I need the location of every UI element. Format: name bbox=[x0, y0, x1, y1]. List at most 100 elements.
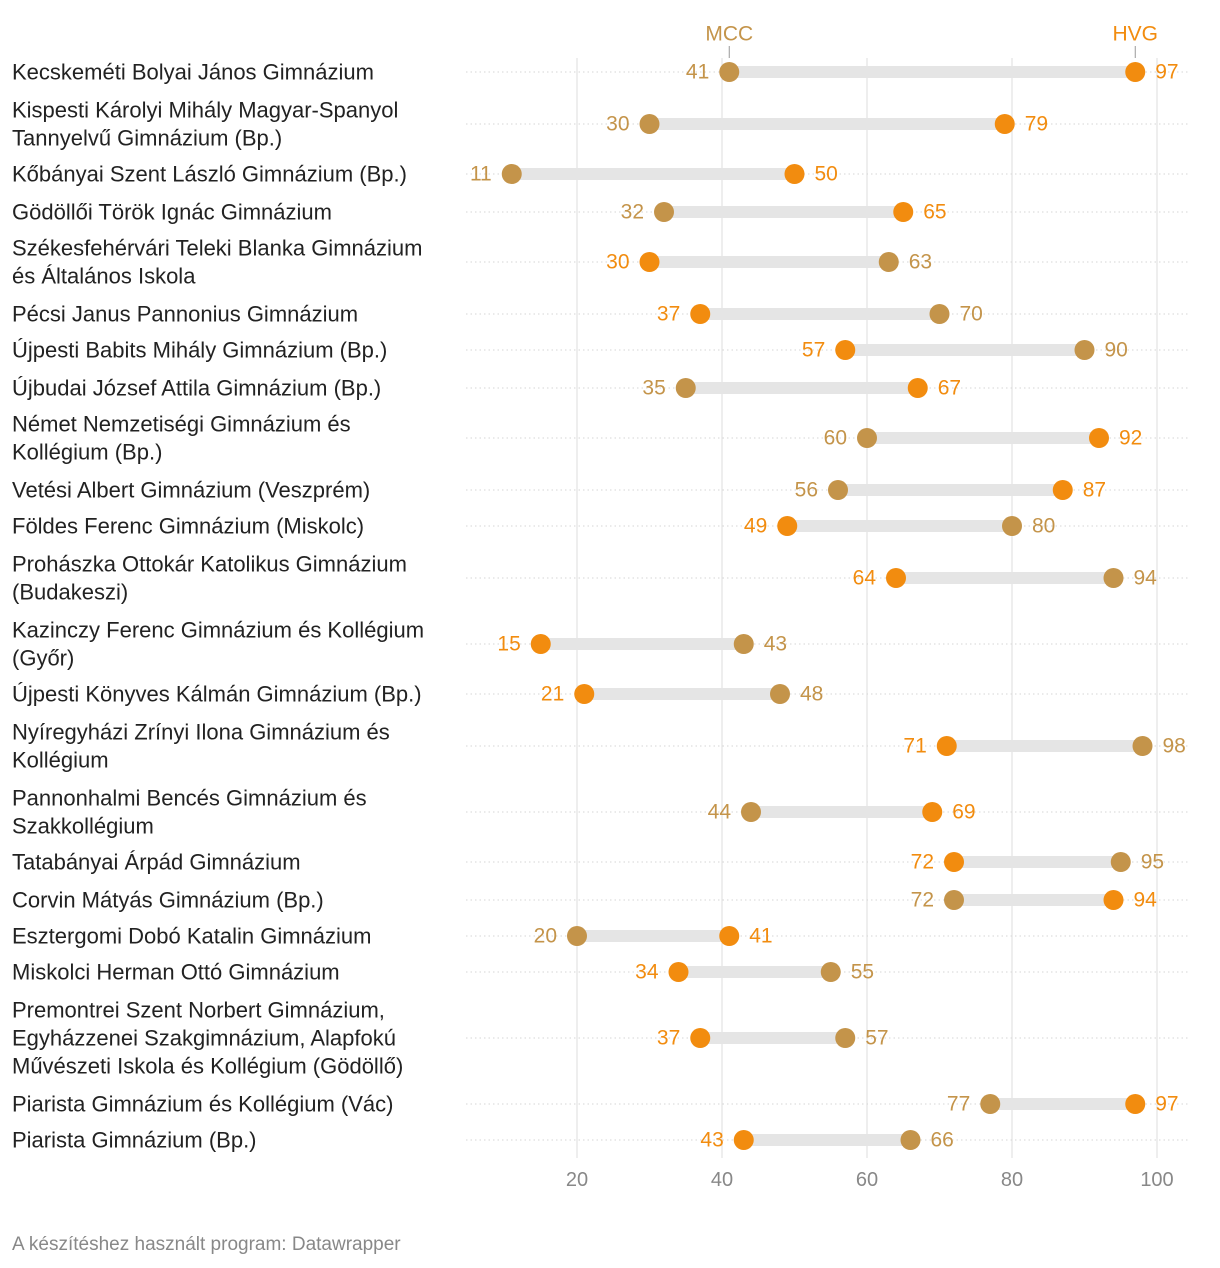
row-label: Vetési Albert Gimnázium (Veszprém) bbox=[12, 478, 370, 503]
hvg-value-label: 37 bbox=[657, 1027, 680, 1050]
hvg-dot bbox=[944, 852, 964, 872]
hvg-dot bbox=[690, 304, 711, 324]
mcc-value-label: 70 bbox=[960, 303, 983, 326]
mcc-value-label: 44 bbox=[708, 801, 732, 824]
x-tick-label-80: 80 bbox=[1001, 1169, 1023, 1191]
row-label: Újpesti Babits Mihály Gimnázium (Bp.) bbox=[12, 338, 387, 363]
mcc-dot bbox=[944, 890, 964, 910]
hvg-value-label: 37 bbox=[657, 303, 680, 326]
row-label: Prohászka Ottokár Katolikus Gimnázium bbox=[12, 552, 407, 577]
row-label: Piarista Gimnázium (Bp.) bbox=[12, 1128, 257, 1153]
hvg-dot bbox=[922, 802, 943, 822]
mcc-value-label: 43 bbox=[764, 633, 787, 656]
hvg-value-label: 94 bbox=[1134, 889, 1158, 912]
row-label: (Győr) bbox=[12, 646, 74, 671]
mcc-value-label: 72 bbox=[911, 889, 934, 912]
hvg-dot bbox=[936, 736, 957, 756]
hvg-value-label: 34 bbox=[635, 961, 659, 984]
hvg-dot bbox=[994, 114, 1015, 134]
mcc-dot bbox=[567, 926, 587, 946]
mcc-value-label: 35 bbox=[642, 377, 665, 400]
row-label: Kecskeméti Bolyai János Gimnázium bbox=[12, 60, 374, 85]
mcc-dot bbox=[770, 684, 790, 704]
series-label-hvg: HVG bbox=[1112, 23, 1158, 46]
hvg-dot bbox=[574, 684, 595, 704]
hvg-value-label: 30 bbox=[606, 251, 629, 274]
mcc-value-label: 94 bbox=[1134, 567, 1158, 590]
hvg-value-label: 41 bbox=[749, 925, 772, 948]
hvg-value-label: 97 bbox=[1155, 1093, 1178, 1116]
hvg-value-label: 92 bbox=[1119, 427, 1142, 450]
hvg-value-label: 79 bbox=[1025, 113, 1048, 136]
mcc-value-label: 30 bbox=[606, 113, 629, 136]
hvg-value-label: 71 bbox=[903, 735, 926, 758]
row-label: és Általános Iskola bbox=[12, 264, 196, 289]
hvg-value-label: 21 bbox=[541, 683, 564, 706]
row-label: Újpesti Könyves Kálmán Gimnázium (Bp.) bbox=[12, 682, 422, 707]
row-label: Miskolci Herman Ottó Gimnázium bbox=[12, 960, 340, 985]
row-label: Pécsi Janus Pannonius Gimnázium bbox=[12, 302, 358, 327]
row-label: Kollégium bbox=[12, 748, 109, 773]
x-tick-label-100: 100 bbox=[1140, 1169, 1173, 1191]
mcc-dot bbox=[820, 962, 841, 982]
mcc-dot bbox=[1103, 568, 1124, 588]
hvg-dot bbox=[835, 340, 856, 360]
row-label: Újbudai József Attila Gimnázium (Bp.) bbox=[12, 376, 381, 401]
mcc-value-label: 32 bbox=[621, 201, 644, 224]
mcc-value-label: 60 bbox=[824, 427, 847, 450]
row-label: Nyíregyházi Zrínyi Ilona Gimnázium és bbox=[12, 720, 390, 745]
mcc-dot bbox=[501, 164, 522, 184]
hvg-value-label: 87 bbox=[1083, 479, 1106, 502]
row-label: Piarista Gimnázium és Kollégium (Vác) bbox=[12, 1092, 393, 1117]
mcc-dot bbox=[900, 1130, 921, 1150]
row-label: Földes Ferenc Gimnázium (Miskolc) bbox=[12, 514, 364, 539]
mcc-dot bbox=[878, 252, 899, 272]
series-label-mcc: MCC bbox=[705, 23, 753, 46]
row-label: Corvin Mátyás Gimnázium (Bp.) bbox=[12, 888, 324, 913]
mcc-dot bbox=[828, 480, 848, 500]
mcc-value-label: 95 bbox=[1141, 851, 1164, 874]
row-label: Székesfehérvári Teleki Blanka Gimnázium bbox=[12, 236, 422, 261]
row-label: Kispesti Károlyi Mihály Magyar-Spanyol bbox=[12, 98, 398, 123]
hvg-dot bbox=[639, 252, 660, 272]
row-label: Szakkollégium bbox=[12, 814, 154, 839]
mcc-dot bbox=[1002, 516, 1022, 536]
mcc-dot bbox=[719, 62, 740, 82]
x-tick-label-60: 60 bbox=[856, 1169, 878, 1191]
hvg-dot bbox=[1125, 62, 1146, 82]
row-label: Tannyelvű Gimnázium (Bp.) bbox=[12, 126, 282, 151]
row-label: Tatabányai Árpád Gimnázium bbox=[12, 850, 301, 875]
hvg-value-label: 97 bbox=[1155, 61, 1178, 84]
hvg-dot bbox=[733, 1130, 754, 1150]
mcc-value-label: 56 bbox=[795, 479, 818, 502]
credit-note: A készítéshez használt program: Datawrap… bbox=[12, 1234, 401, 1255]
hvg-dot bbox=[668, 962, 689, 982]
row-label: Premontrei Szent Norbert Gimnázium, bbox=[12, 998, 385, 1023]
mcc-value-label: 41 bbox=[686, 61, 709, 84]
hvg-value-label: 64 bbox=[853, 567, 877, 590]
mcc-dot bbox=[980, 1094, 1001, 1114]
row-label: (Budakeszi) bbox=[12, 580, 128, 605]
mcc-value-label: 66 bbox=[931, 1129, 954, 1152]
hvg-dot bbox=[1052, 480, 1073, 500]
hvg-dot bbox=[784, 164, 805, 184]
hvg-value-label: 69 bbox=[952, 801, 975, 824]
dot-range-chart: 20 40 60 80 100 MCC HVG Kecskeméti Bolyai János… bbox=[12, 23, 1190, 1191]
mcc-dot bbox=[1132, 736, 1153, 756]
row-label: Kőbányai Szent László Gimnázium (Bp.) bbox=[12, 162, 407, 187]
hvg-value-label: 15 bbox=[497, 633, 520, 656]
mcc-dot bbox=[929, 304, 950, 324]
row-label: Kazinczy Ferenc Gimnázium és Kollégium bbox=[12, 618, 424, 643]
row-label: Pannonhalmi Bencés Gimnázium és bbox=[12, 786, 367, 811]
mcc-dot bbox=[675, 378, 696, 398]
mcc-value-label: 20 bbox=[534, 925, 557, 948]
mcc-dot bbox=[741, 802, 761, 822]
hvg-value-label: 49 bbox=[744, 515, 767, 538]
hvg-dot bbox=[530, 634, 551, 654]
hvg-dot bbox=[1103, 890, 1124, 910]
hvg-value-label: 72 bbox=[911, 851, 934, 874]
row-label: Kollégium (Bp.) bbox=[12, 440, 162, 465]
x-tick-label-20: 20 bbox=[566, 1169, 588, 1191]
mcc-value-label: 11 bbox=[470, 163, 492, 186]
row-label: Gödöllői Török Ignác Gimnázium bbox=[12, 200, 332, 225]
